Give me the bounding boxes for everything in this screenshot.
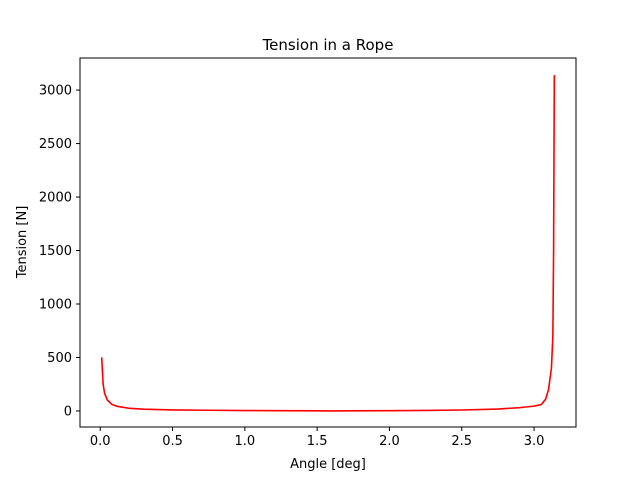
x-axis-ticks: 0.0 0.5 1.0 1.5 2.0 2.5 3.0: [90, 427, 545, 449]
y-tick-label: 500: [47, 351, 72, 366]
x-tick-label: 1.0: [235, 434, 256, 449]
y-axis-label: Tension [N]: [15, 206, 30, 280]
x-axis-label: Angle [deg]: [290, 457, 366, 472]
plot-frame: [79, 57, 577, 428]
y-tick-label: 2500: [39, 137, 72, 152]
x-tick-label: 0.0: [90, 434, 111, 449]
y-tick-label: 1000: [39, 298, 72, 313]
chart-title: Tension in a Rope: [262, 36, 394, 54]
y-tick-label: 2000: [39, 191, 72, 206]
x-tick-label: 0.5: [162, 434, 183, 449]
x-tick-label: 3.0: [524, 434, 545, 449]
tension-series-line: [100, 75, 556, 412]
x-tick-label: 2.0: [379, 434, 400, 449]
y-tick-label: 0: [64, 404, 72, 419]
x-tick-label: 2.5: [451, 434, 472, 449]
y-tick-label: 3000: [39, 84, 72, 99]
y-tick-label: 1500: [39, 244, 72, 259]
x-tick-label: 1.5: [307, 434, 328, 449]
y-axis-ticks: 0 500 1000 1500 2000 2500 3000: [39, 84, 80, 419]
plot-series: [100, 75, 556, 412]
